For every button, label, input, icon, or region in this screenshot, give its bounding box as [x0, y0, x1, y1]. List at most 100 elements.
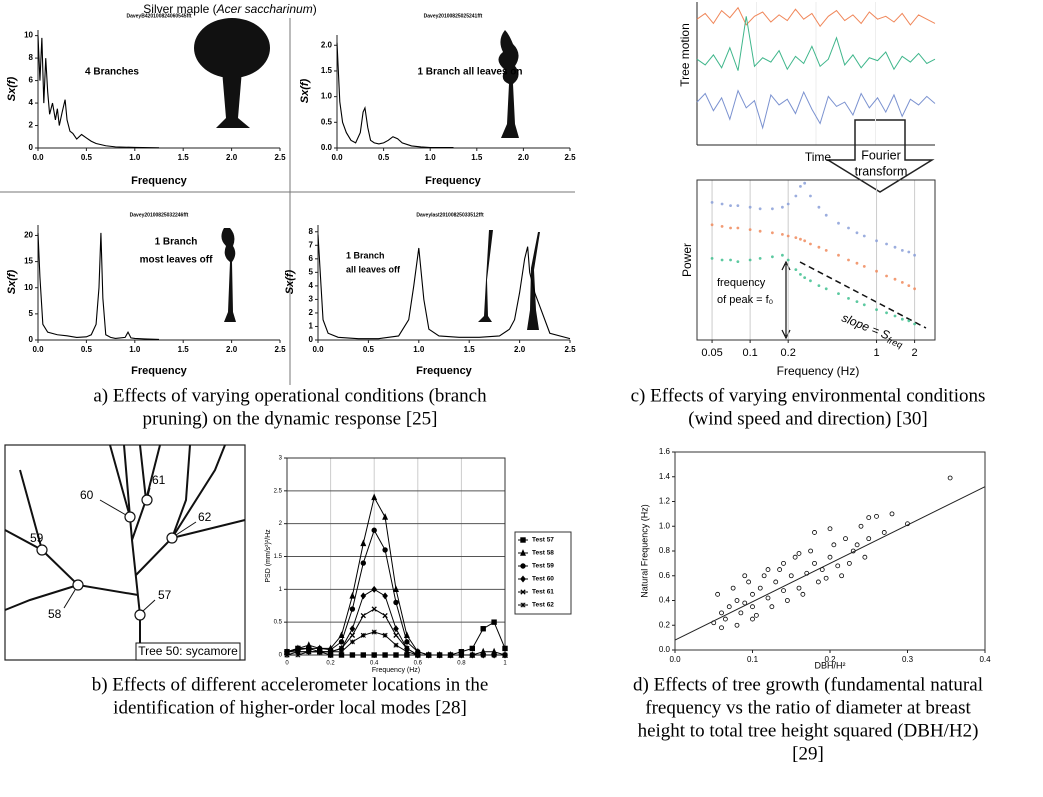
x-tick-label: 2.5 [274, 153, 286, 162]
data-marker [338, 639, 345, 645]
y-tick-label: 1.4 [659, 472, 671, 481]
data-point [839, 573, 845, 579]
y-tick-label: 15 [24, 257, 33, 266]
data-marker [393, 585, 399, 593]
data-point [773, 579, 779, 585]
data-point [847, 297, 850, 300]
data-point [809, 279, 812, 283]
data-marker [393, 642, 399, 648]
caption: b) Effects of different accelerometer lo… [92, 674, 489, 695]
x-tick-label: 0.05 [701, 347, 722, 359]
data-point [780, 233, 784, 236]
y-tick-label: 0.0 [321, 143, 333, 152]
data-marker [371, 629, 377, 635]
data-point [788, 573, 794, 579]
data-point [875, 269, 878, 273]
data-point [824, 249, 828, 252]
data-point [710, 257, 714, 260]
tree-diagram: 61 60 62 59 58 57 Tree 50: sycamore [4, 444, 246, 661]
data-point [786, 258, 790, 262]
y-axis-label: PSD (mm/s²)²/Hz [265, 529, 272, 583]
data-point [858, 523, 864, 529]
data-point [720, 225, 724, 228]
annotation: of peak = f₀ [717, 294, 773, 306]
x-tick-label: 0.4 [979, 655, 991, 664]
data-point [837, 253, 840, 257]
data-point [722, 616, 728, 622]
y-tick-label: 2 [29, 121, 34, 130]
data-marker [328, 649, 334, 655]
data-point [885, 274, 888, 278]
data-point [761, 573, 767, 579]
data-point [719, 625, 724, 631]
chart: 0.0 0.5 1.0 1.5 2.0 2.5 0 1 2 3 4 5 6 7 8 Frequency Sx(f… [284, 212, 576, 377]
data-point [770, 207, 774, 211]
data-marker [295, 652, 301, 658]
x-tick-label: 2.0 [514, 345, 526, 354]
data-point [781, 588, 786, 593]
data-point [734, 622, 740, 628]
x-tick-label: 0.0 [32, 345, 44, 354]
data-point [907, 319, 911, 323]
annotation: 1 Branch [346, 250, 385, 260]
x-axis-label: DBH/H² [815, 660, 846, 670]
legend-marker [520, 537, 526, 543]
data-point [875, 308, 878, 311]
data-point [862, 234, 866, 238]
data-point [769, 604, 775, 610]
y-tick-label: 10 [24, 283, 33, 292]
data-point [900, 317, 904, 321]
tree-label: Tree 50: sycamore [138, 644, 238, 658]
data-point [736, 226, 740, 230]
data-marker [371, 493, 378, 501]
data-point [812, 560, 817, 566]
node-label: 58 [48, 607, 62, 621]
data-point [765, 595, 771, 601]
data-point [750, 604, 755, 610]
data-marker [382, 547, 388, 553]
y-tick-label: 0.8 [659, 546, 671, 555]
chart-title: Davey20100825032246fft [130, 212, 189, 218]
y-axis-label: Sx(f) [299, 78, 311, 103]
data-point [846, 560, 852, 566]
data-point [758, 229, 762, 233]
y-tick-label: 0.5 [321, 117, 333, 126]
data-marker [360, 632, 366, 638]
data-point [809, 242, 812, 246]
y-tick-label: 0.5 [274, 620, 283, 626]
data-marker [371, 606, 377, 612]
data-point [854, 542, 860, 548]
title-part: Silver maple ( [143, 2, 216, 16]
x-tick-label: 1.0 [413, 345, 425, 354]
data-marker [393, 632, 399, 638]
chart-title: DaveyB420100824060545fft [126, 13, 191, 19]
x-tick-label: 0.2 [824, 655, 836, 664]
data-marker [338, 631, 345, 638]
x-tick-label: 0.2 [781, 347, 796, 359]
data-point [710, 201, 714, 204]
data-point [947, 475, 953, 481]
data-point [827, 554, 833, 560]
x-tick-label: 1 [503, 661, 507, 667]
data-point [792, 554, 798, 560]
data-point [729, 258, 732, 262]
x-tick-label: 1.5 [178, 153, 190, 162]
data-point [881, 530, 887, 535]
data-point [809, 194, 812, 198]
data-point [748, 228, 752, 232]
data-point [817, 284, 821, 287]
data-point [913, 253, 916, 257]
y-axis-label: Sx(f) [6, 76, 18, 101]
data-marker [404, 649, 410, 655]
data-point [748, 258, 752, 262]
data-marker [371, 585, 378, 593]
data-marker [393, 599, 399, 606]
data-marker [371, 652, 377, 658]
data-point [780, 253, 784, 257]
data-point [817, 205, 821, 209]
data-marker [382, 632, 388, 638]
caption: (wind speed and direction) [30] [688, 408, 928, 429]
annotation: most leaves off [140, 255, 213, 266]
data-marker [349, 591, 356, 599]
